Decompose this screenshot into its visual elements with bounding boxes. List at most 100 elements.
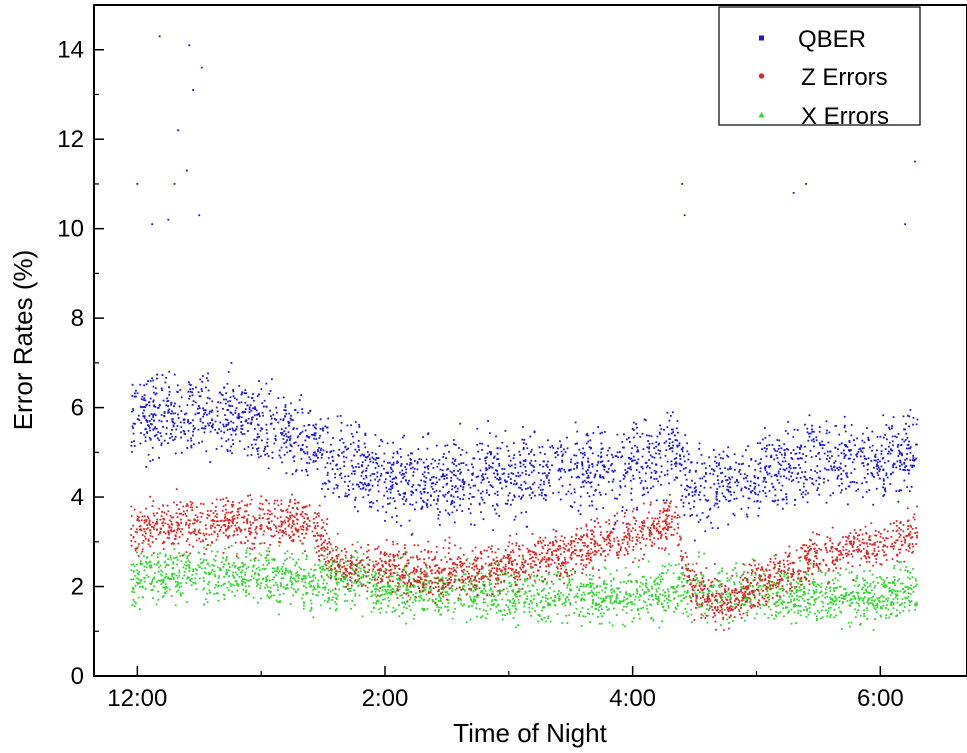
data-point <box>829 590 832 592</box>
data-point <box>777 604 780 607</box>
data-point <box>655 588 658 591</box>
data-point <box>545 620 547 623</box>
data-point <box>393 559 396 562</box>
data-point <box>132 598 135 601</box>
data-point <box>835 603 838 606</box>
data-point <box>388 558 391 561</box>
data-point <box>274 581 277 584</box>
data-point <box>589 621 592 623</box>
data-point <box>640 547 642 550</box>
data-point <box>518 590 521 593</box>
data-point <box>268 562 270 565</box>
data-point <box>579 585 582 588</box>
data-point <box>657 532 660 535</box>
data-point <box>702 574 705 577</box>
data-point <box>420 590 423 593</box>
data-point <box>709 599 712 602</box>
data-point <box>198 551 200 554</box>
data-point <box>627 574 630 577</box>
data-point <box>563 602 565 605</box>
data-point <box>514 607 517 610</box>
data-point <box>625 535 627 538</box>
data-point <box>266 586 269 588</box>
data-point <box>849 604 852 607</box>
data-point <box>143 555 145 558</box>
data-point <box>503 580 506 582</box>
data-point <box>348 590 351 593</box>
data-point <box>771 581 773 583</box>
data-point <box>604 591 606 594</box>
data-point <box>191 506 194 509</box>
data-point <box>260 495 263 498</box>
data-point <box>589 582 592 585</box>
data-point <box>433 576 436 579</box>
data-point <box>611 624 614 627</box>
data-point <box>289 511 292 514</box>
data-point <box>801 547 803 550</box>
data-point <box>794 603 797 606</box>
data-point <box>904 569 907 572</box>
data-point <box>482 601 485 604</box>
data-point <box>713 612 716 614</box>
data-point <box>503 573 506 575</box>
data-point <box>515 544 518 547</box>
data-point <box>770 614 773 617</box>
data-point <box>199 521 202 523</box>
data-point <box>883 528 886 531</box>
data-point <box>513 577 516 580</box>
data-point <box>489 574 492 576</box>
data-point <box>537 614 540 616</box>
data-point <box>354 550 357 552</box>
data-point <box>349 566 351 568</box>
data-point <box>893 567 896 569</box>
data-point <box>738 581 741 583</box>
data-point <box>457 599 460 602</box>
data-point <box>386 582 389 585</box>
data-point <box>523 602 526 605</box>
data-point <box>662 572 665 575</box>
data-point <box>895 593 898 596</box>
data-point <box>354 604 356 606</box>
data-point <box>312 575 314 577</box>
data-point <box>555 540 558 543</box>
data-point <box>194 528 196 531</box>
data-point <box>202 503 205 506</box>
data-point <box>601 615 603 618</box>
data-point <box>783 566 786 568</box>
data-point <box>859 614 862 617</box>
data-point <box>580 559 583 561</box>
data-point <box>358 581 361 584</box>
data-point <box>366 590 369 593</box>
data-point <box>692 563 694 566</box>
data-point <box>213 520 215 522</box>
data-point <box>628 539 631 541</box>
data-point <box>464 582 467 585</box>
data-point <box>658 525 661 528</box>
data-point <box>660 535 663 537</box>
data-point <box>556 548 559 550</box>
data-point <box>306 555 308 558</box>
data-point <box>613 601 616 604</box>
data-point <box>755 583 758 586</box>
data-point <box>532 560 534 563</box>
data-point <box>244 563 246 566</box>
data-point <box>296 508 299 511</box>
data-point <box>866 601 869 604</box>
data-point <box>710 584 713 587</box>
data-point <box>885 554 887 556</box>
data-point <box>762 585 765 588</box>
data-point <box>486 604 489 607</box>
data-point <box>779 598 781 601</box>
data-point <box>206 562 209 565</box>
data-point <box>170 520 173 523</box>
data-point <box>170 558 173 561</box>
data-point <box>652 520 655 523</box>
data-point <box>726 606 729 609</box>
data-point <box>132 578 135 581</box>
data-point <box>335 582 338 584</box>
data-point <box>879 614 882 617</box>
data-point <box>899 603 902 606</box>
data-point <box>743 619 746 622</box>
data-point <box>536 574 539 577</box>
data-point <box>510 560 513 563</box>
